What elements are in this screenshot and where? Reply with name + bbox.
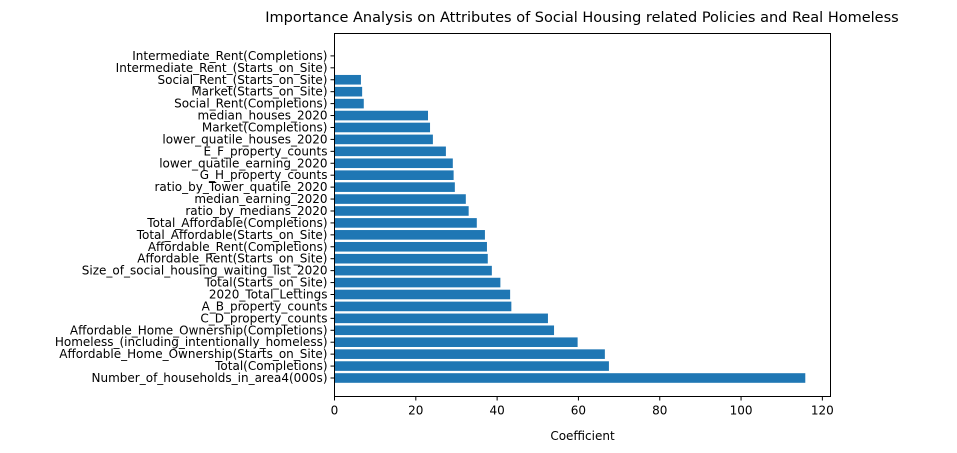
bar bbox=[334, 253, 488, 264]
bar bbox=[334, 230, 485, 240]
chart-title: Importance Analysis on Attributes of Soc… bbox=[265, 10, 898, 26]
bar bbox=[334, 301, 512, 312]
x-axis-label: Coefficient bbox=[550, 429, 615, 443]
y-tick-label: E_F_property_counts bbox=[204, 144, 328, 158]
y-tick-label: A_B_property_counts bbox=[202, 299, 328, 313]
y-tick-label: Social_Rent(Completions) bbox=[174, 97, 327, 111]
bar bbox=[334, 349, 605, 359]
y-tick-label: Market(Completions) bbox=[202, 120, 328, 134]
bar bbox=[334, 146, 446, 157]
bar bbox=[334, 86, 363, 97]
y-tick-label: 2020_Total_Lettings bbox=[209, 287, 328, 301]
y-tick-label: Number_of_households_in_area4(000s) bbox=[92, 371, 328, 385]
y-tick-label: Total_Affordable(Completions) bbox=[146, 216, 327, 230]
y-tick-label: median_houses_2020 bbox=[198, 109, 328, 123]
bar bbox=[334, 313, 548, 324]
bar bbox=[334, 182, 455, 192]
bar bbox=[334, 361, 609, 371]
bar bbox=[334, 337, 578, 348]
y-tick-label: Market(Starts_on_Site) bbox=[191, 85, 327, 99]
plot-frame bbox=[334, 33, 831, 397]
bar bbox=[334, 158, 453, 169]
bar bbox=[334, 98, 364, 109]
y-tick-label: Intermediate_Rent(Completions) bbox=[132, 49, 327, 63]
bar bbox=[334, 134, 433, 145]
x-tick-label: 100 bbox=[730, 404, 753, 418]
bar bbox=[334, 265, 492, 276]
x-tick-label: 120 bbox=[811, 404, 834, 418]
y-tick-label: Total(Completions) bbox=[214, 359, 327, 373]
bar bbox=[334, 170, 454, 180]
y-tick-label: Total(Starts_on_Site) bbox=[204, 276, 328, 290]
y-tick-label: Homeless_(including_intentionally_homele… bbox=[55, 335, 328, 349]
y-tick-label: Affordable_Home_Ownership(Starts_on_Site… bbox=[59, 347, 327, 361]
bar bbox=[334, 206, 469, 216]
bar bbox=[334, 241, 487, 252]
y-tick-label: median_earning_2020 bbox=[194, 192, 327, 206]
x-tick-label: 20 bbox=[408, 404, 423, 418]
bar bbox=[334, 218, 477, 228]
y-tick-label: Size_of_social_housing_waiting_list_2020 bbox=[82, 264, 328, 278]
bar bbox=[334, 122, 431, 133]
y-tick-label: ratio_by_medians_2020 bbox=[185, 204, 327, 218]
bar bbox=[334, 277, 501, 288]
bar bbox=[334, 373, 806, 383]
y-tick-label: lower_quatile_earning_2020 bbox=[159, 156, 327, 170]
y-axis-ticks: Number_of_households_in_area4(000s)Total… bbox=[55, 49, 335, 385]
bars bbox=[334, 74, 806, 383]
bar bbox=[334, 110, 429, 121]
y-tick-label: Social_Rent_(Starts_on_Site) bbox=[158, 73, 328, 87]
bar bbox=[334, 325, 555, 336]
y-tick-label: ratio_by_Tower_quatile_2020 bbox=[154, 180, 327, 194]
y-tick-label: Affordable_Home_Ownership(Completions) bbox=[70, 323, 328, 337]
y-tick-label: Affordable_Rent(Completions) bbox=[148, 240, 328, 254]
bar bbox=[334, 194, 466, 204]
x-tick-label: 80 bbox=[652, 404, 667, 418]
bar bbox=[334, 289, 511, 300]
y-tick-label: C_D_property_counts bbox=[200, 311, 327, 325]
y-tick-label: Total_Affordable(Starts_on_Site) bbox=[136, 228, 328, 242]
y-tick-label: Intermediate_Rent_(Starts_on_Site) bbox=[116, 61, 328, 75]
bar bbox=[334, 74, 361, 85]
x-tick-label: 40 bbox=[489, 404, 504, 418]
y-tick-label: lower_quatile_houses_2020 bbox=[162, 132, 327, 146]
x-tick-label: 0 bbox=[331, 404, 339, 418]
x-axis-ticks: 0 20 40 60 80 100 120 bbox=[331, 396, 834, 418]
x-tick-label: 60 bbox=[571, 404, 586, 418]
y-tick-label: G_H_property_counts bbox=[200, 168, 328, 182]
y-tick-label: Affordable_Rent(Starts_on_Site) bbox=[137, 252, 327, 266]
